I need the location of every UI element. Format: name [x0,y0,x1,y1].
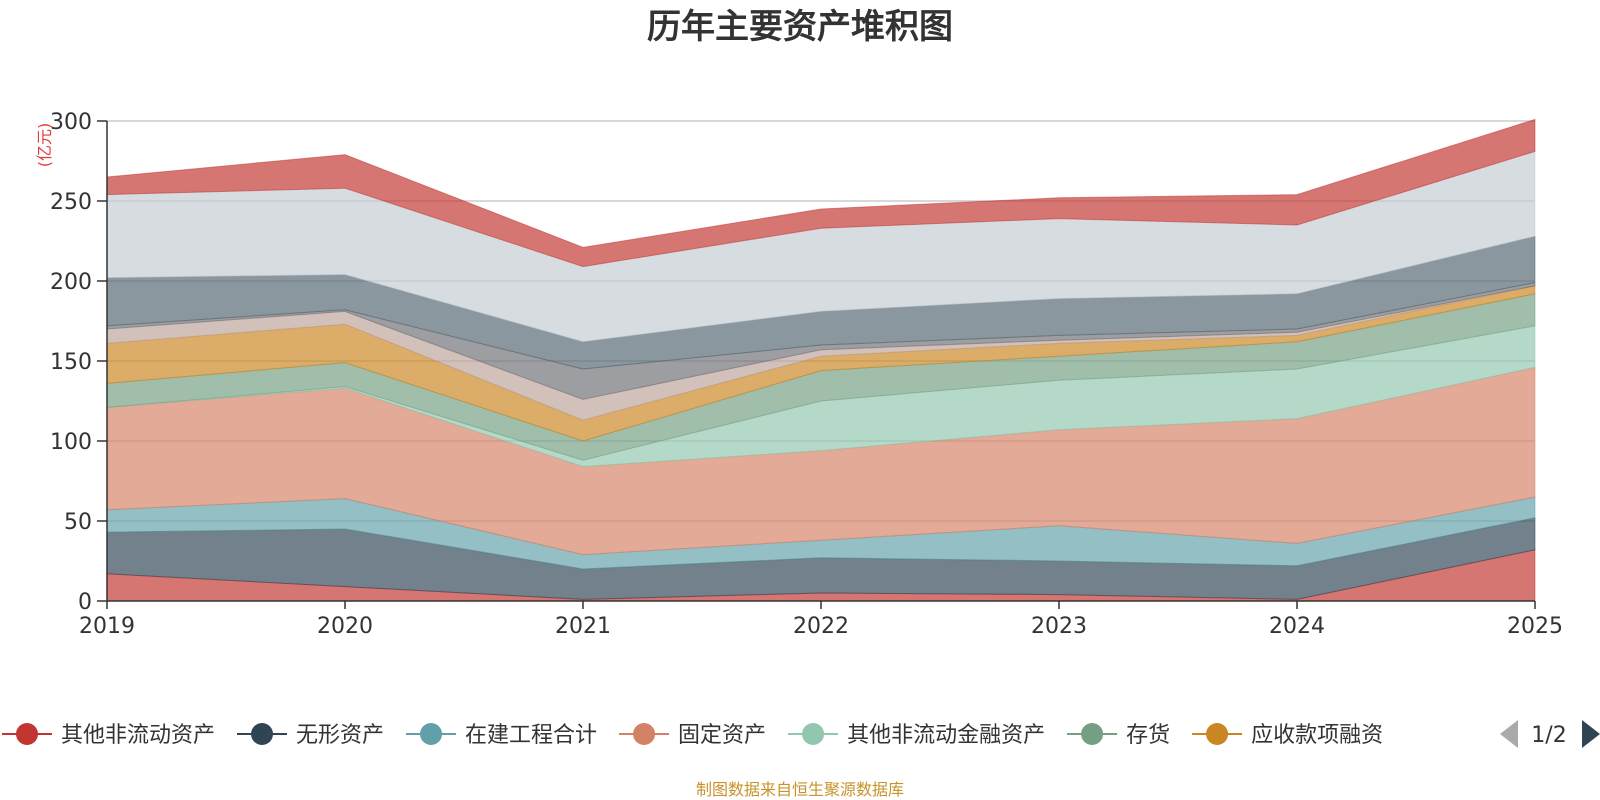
legend-item[interactable]: 其他非流动金融资产 [788,723,1045,748]
legend-item[interactable]: 存货 [1067,723,1170,748]
area-series [106,118,1536,602]
legend-label: 固定资产 [678,723,766,748]
legend-circle-icon [16,723,38,745]
legend-circle-icon [1206,723,1229,745]
y-tick-label: 200 [50,270,92,295]
legend-circle-icon [251,723,274,745]
legend-label: 无形资产 [296,723,384,748]
x-tick-label: 2020 [317,614,373,639]
area-series-系列12 [106,118,1536,268]
y-tick-label: 300 [50,110,92,135]
y-tick-label: 50 [64,510,92,535]
legend-label: 存货 [1126,723,1170,748]
legend-item[interactable]: 固定资产 [619,723,766,748]
legend-label: 其他非流动资产 [61,723,215,748]
y-tick-label: 250 [50,190,92,215]
legend-circle-icon [802,723,825,745]
data-source-note: 制图数据来自恒生聚源数据库 [696,780,904,799]
legend-circle-icon [1081,723,1104,745]
x-tick-label: 2019 [79,614,135,639]
y-axis-unit-label: (亿元) [35,123,54,168]
y-tick-label: 150 [50,350,92,375]
legend-item[interactable]: 应收款项融资 [1192,723,1383,748]
legend-prev-arrow-icon[interactable] [1500,720,1518,748]
legend-label: 在建工程合计 [465,723,597,748]
x-tick-label: 2023 [1031,614,1087,639]
axes: 0 50 100 150 200 250 300 2019 2020 2021 2022 2023 20… [50,110,1563,639]
legend: 其他非流动资产 无形资产 在建工程合计 固定资产 其他非流动金融资产 存货 应收款项融资 [2,723,1383,748]
y-tick-label: 0 [78,590,92,615]
y-tick-label: 100 [50,430,92,455]
legend-circle-icon [420,723,443,745]
legend-page-indicator: 1/2 [1531,723,1566,748]
legend-label: 其他非流动金融资产 [847,723,1045,748]
x-tick-label: 2025 [1507,614,1563,639]
x-tick-label: 2022 [793,614,849,639]
legend-circle-icon [633,723,656,745]
chart-title: 历年主要资产堆积图 [647,7,953,47]
legend-label: 应收款项融资 [1251,723,1383,748]
legend-pager: 1/2 [1500,720,1600,748]
legend-item[interactable]: 无形资产 [237,723,384,748]
legend-next-arrow-icon[interactable] [1582,720,1600,748]
legend-item[interactable]: 在建工程合计 [406,723,597,748]
legend-item[interactable]: 其他非流动资产 [2,723,215,748]
x-tick-label: 2024 [1269,614,1325,639]
x-tick-label: 2021 [555,614,611,639]
